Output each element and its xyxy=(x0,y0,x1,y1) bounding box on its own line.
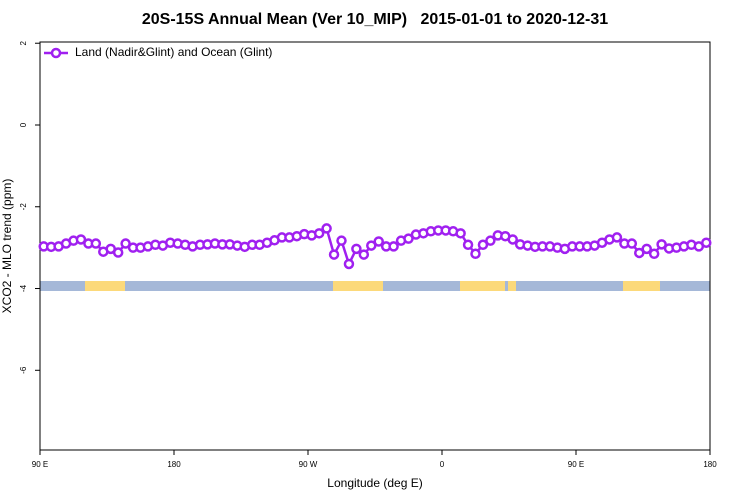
point xyxy=(656,239,667,250)
x-axis-label: Longitude (deg E) xyxy=(327,476,422,490)
legend-marker xyxy=(50,47,62,59)
y-tick-label: 2 xyxy=(19,40,28,45)
y-tick-label: 0 xyxy=(19,122,28,127)
point xyxy=(75,234,87,245)
point xyxy=(455,228,466,239)
point xyxy=(358,249,370,260)
land-band xyxy=(333,281,383,291)
point xyxy=(112,247,124,258)
land-band xyxy=(460,281,505,291)
y-tick-label: -6 xyxy=(19,366,28,374)
y-axis-label: XCO2 - MLO trend (ppm) xyxy=(0,179,14,314)
point xyxy=(634,247,645,259)
point xyxy=(120,238,131,249)
point xyxy=(641,243,652,255)
y-tick-label: -4 xyxy=(19,284,28,292)
point xyxy=(701,237,712,248)
y-tick-label: -2 xyxy=(19,203,28,211)
point xyxy=(366,240,377,251)
point xyxy=(626,238,638,249)
x-tick-label: 180 xyxy=(703,460,717,469)
point xyxy=(313,228,325,239)
point xyxy=(90,238,102,249)
point xyxy=(462,239,474,251)
point xyxy=(343,258,355,270)
point xyxy=(477,239,489,251)
x-tick-label: 0 xyxy=(440,460,445,469)
x-tick-label: 90 E xyxy=(568,460,584,469)
point xyxy=(388,241,399,252)
land-band xyxy=(508,281,516,291)
x-tick-label: 90 W xyxy=(299,460,318,469)
point xyxy=(648,248,660,260)
legend-label: Land (Nadir&Glint) and Ocean (Glint) xyxy=(75,45,272,59)
point xyxy=(373,236,384,247)
point xyxy=(351,243,362,255)
point xyxy=(507,234,518,245)
point xyxy=(321,223,332,234)
point xyxy=(336,235,347,246)
land-band xyxy=(85,281,125,291)
point xyxy=(403,233,414,244)
point xyxy=(470,248,481,260)
x-tick-label: 90 E xyxy=(32,460,48,469)
point xyxy=(485,235,496,246)
point xyxy=(328,249,340,260)
x-tick-label: 180 xyxy=(167,460,181,469)
land-band xyxy=(623,281,660,291)
land-ocean-band xyxy=(40,281,710,291)
point xyxy=(611,232,623,243)
chart-title: 20S-15S Annual Mean (Ver 10_MIP) 2015-01… xyxy=(142,11,608,28)
